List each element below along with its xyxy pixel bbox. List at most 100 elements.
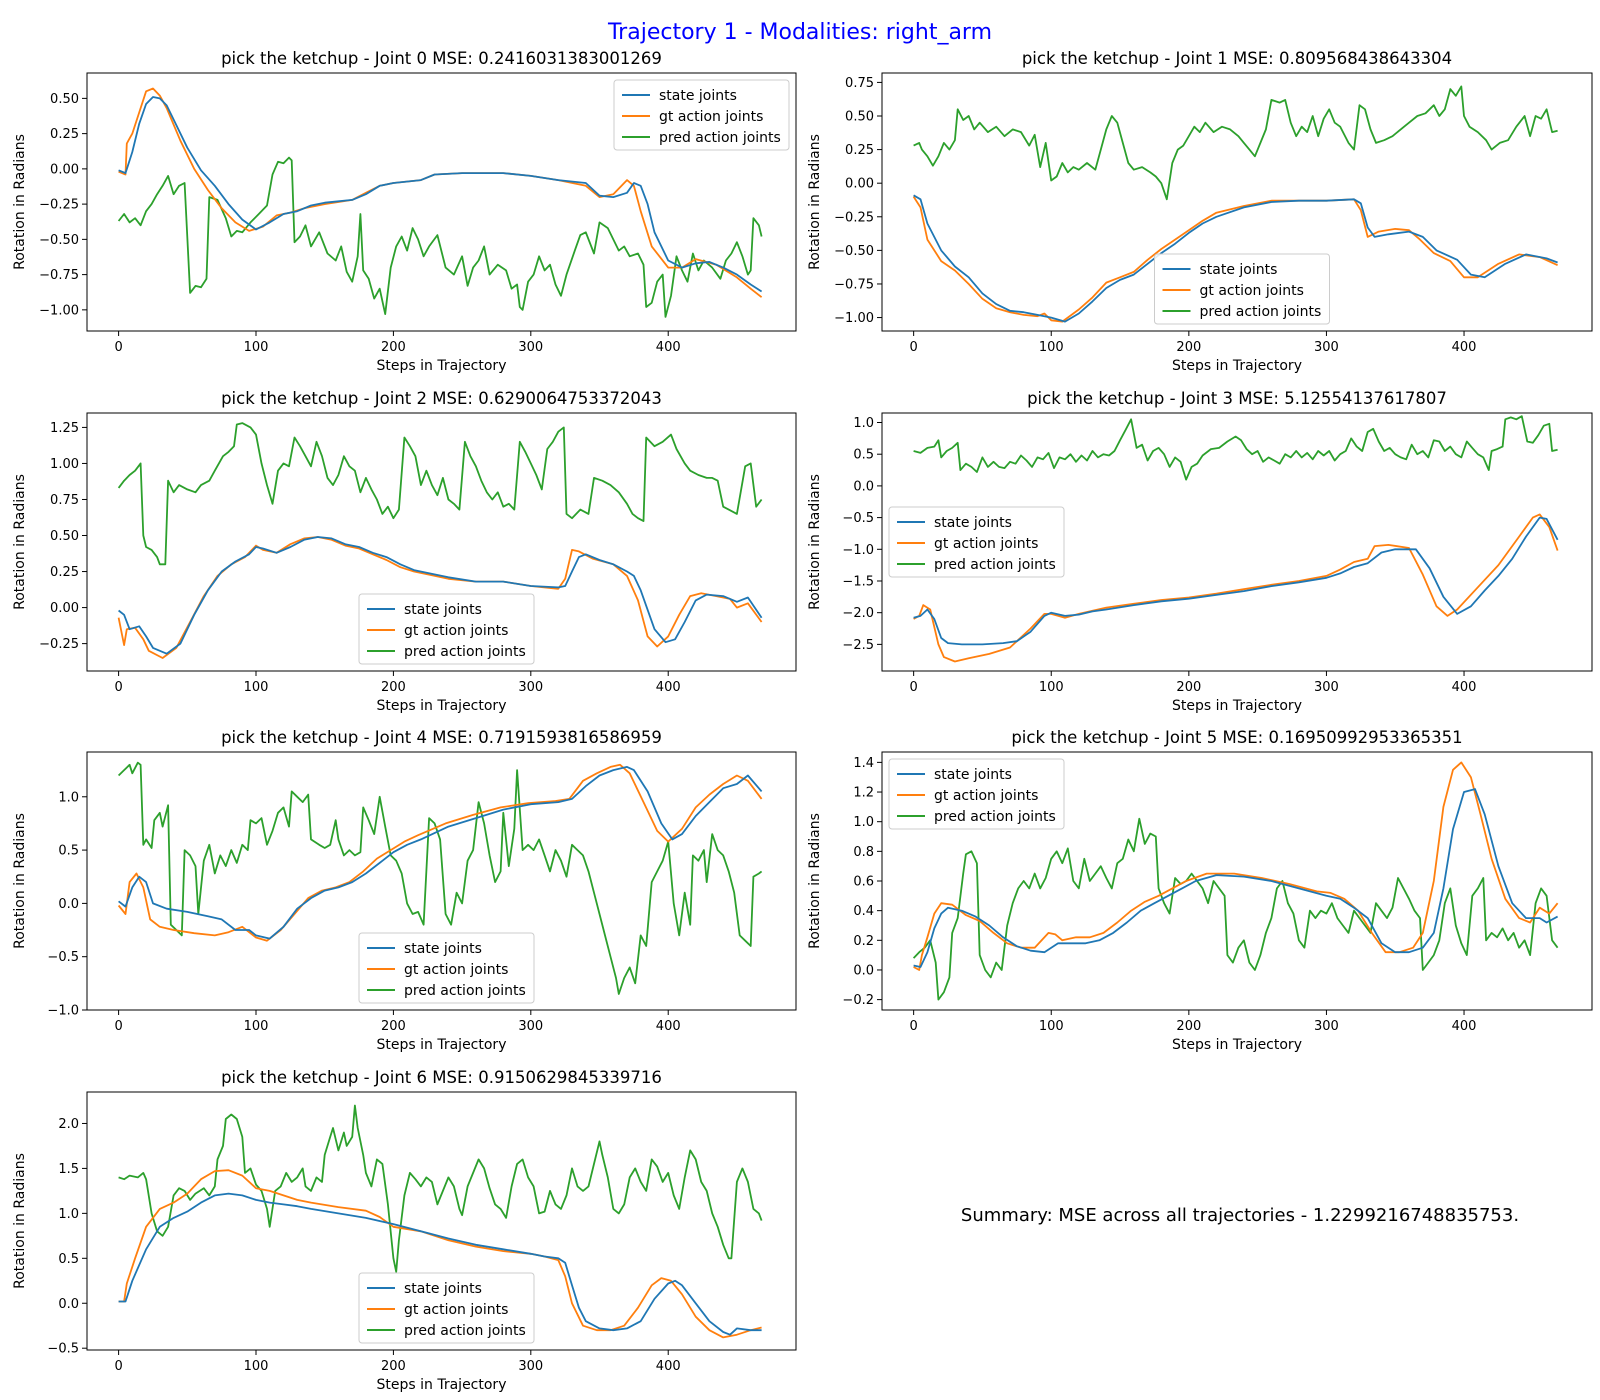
y-tick-label: 1.0 [853,416,874,431]
y-tick-label: −1.00 [39,303,79,318]
y-tick-label: 1.5 [58,1162,79,1177]
x-tick-label: 0 [114,1359,122,1374]
legend-entry: pred action joints [1200,304,1322,320]
y-tick-label: −0.50 [39,233,79,248]
subplot-title: pick the ketchup - Joint 1 MSE: 0.809568… [1022,49,1452,68]
y-tick-label: 0.0 [58,897,79,912]
series-line-pred-action-joints [118,1104,763,1273]
subplot-joint-5: pick the ketchup - Joint 5 MSE: 0.169509… [807,728,1593,1053]
legend-entry: gt action joints [404,1302,508,1318]
x-tick-label: 400 [1452,340,1477,355]
subplot-joint-3: pick the ketchup - Joint 3 MSE: 5.125541… [807,389,1593,714]
x-tick-label: 400 [656,680,681,695]
x-tick-label: 200 [381,680,406,695]
y-tick-label: −0.25 [39,637,79,652]
x-tick-label: 200 [1176,340,1201,355]
x-axis-label: Steps in Trajectory [1172,1037,1302,1053]
legend: state joints gt action joints pred action … [888,758,1065,830]
subplot-joint-1: pick the ketchup - Joint 1 MSE: 0.809568… [807,49,1593,374]
x-tick-label: 200 [1176,1019,1201,1034]
legend-box [358,932,535,1004]
legend-entry: state joints [404,1281,482,1297]
y-axis-label: Rotation in Radians [807,813,823,949]
series-line-gt-action-joints [913,761,1559,971]
legend-box [888,758,1065,830]
x-tick-label: 0 [114,340,122,355]
x-axis-label: Steps in Trajectory [377,698,507,714]
plot-frame [881,72,1593,332]
subplot-title: pick the ketchup - Joint 0 MSE: 0.241603… [221,49,662,68]
y-tick-label: 0.0 [853,963,874,978]
subplot-joint-0: pick the ketchup - Joint 0 MSE: 0.241603… [12,49,797,374]
y-tick-label: 0.50 [50,92,79,107]
y-tick-label: 1.25 [50,421,79,436]
series-line-pred-action-joints [913,85,1558,201]
subplot-joint-6: pick the ketchup - Joint 6 MSE: 0.915062… [12,1068,797,1393]
legend-entry: pred action joints [404,983,526,999]
legend-box [888,506,1065,578]
series-group [117,422,763,659]
y-tick-label: 1.00 [50,457,79,472]
y-axis-label: Rotation in Radians [12,1153,28,1289]
subplot-title: pick the ketchup - Joint 6 MSE: 0.915062… [221,1068,662,1087]
x-tick-label: 300 [1314,1019,1339,1034]
subplot-title: pick the ketchup - Joint 5 MSE: 0.169509… [1011,728,1462,747]
x-tick-label: 0 [910,1019,918,1034]
y-tick-label: −1.5 [842,574,874,589]
x-tick-label: 200 [1176,680,1201,695]
series-line-pred-action-joints [913,415,1558,481]
x-tick-label: 100 [244,680,269,695]
y-tick-label: 0.0 [853,479,874,494]
x-axis-label: Steps in Trajectory [377,1377,507,1393]
y-tick-label: 1.0 [58,1207,79,1222]
x-tick-label: 400 [656,1359,681,1374]
y-tick-label: −0.25 [39,198,79,213]
legend-entry: gt action joints [934,536,1038,552]
legend-entry: gt action joints [659,109,763,125]
y-tick-label: −2.0 [842,606,874,621]
x-tick-label: 100 [1039,1019,1064,1034]
y-tick-label: −0.2 [842,993,874,1008]
y-tick-label: 0.4 [853,904,874,919]
y-tick-label: −0.5 [842,511,874,526]
x-tick-label: 200 [381,340,406,355]
legend-entry: state joints [404,941,482,957]
series-line-state-joints [913,788,1559,968]
x-tick-label: 300 [518,340,543,355]
y-tick-label: 0.25 [845,143,874,158]
x-tick-label: 100 [1039,680,1064,695]
series-line-state-joints [913,194,1558,323]
subplot-joint-4: pick the ketchup - Joint 4 MSE: 0.719159… [12,728,797,1053]
y-tick-label: 1.4 [853,756,874,771]
series-line-state-joints [118,536,763,655]
legend-box [358,593,535,665]
plot-frame [881,412,1593,672]
subplot-title: pick the ketchup - Joint 4 MSE: 0.719159… [221,728,662,747]
legend-entry: pred action joints [934,809,1056,825]
subplot-title: pick the ketchup - Joint 3 MSE: 5.125541… [1027,389,1447,408]
x-tick-label: 400 [1452,680,1477,695]
y-tick-label: −0.75 [39,268,79,283]
y-tick-label: 0.5 [58,844,79,859]
y-tick-label: −0.25 [834,210,874,225]
x-tick-label: 0 [114,680,122,695]
x-tick-label: 300 [518,1359,543,1374]
y-tick-label: 0.25 [50,127,79,142]
series-line-state-joints [118,96,763,293]
y-axis-label: Rotation in Radians [12,813,28,949]
legend: state joints gt action joints pred action … [613,79,790,151]
x-tick-label: 300 [518,1019,543,1034]
series-line-pred-action-joints [117,422,763,566]
figure-title: Trajectory 1 - Modalities: right_arm [607,20,993,45]
y-tick-label: −0.5 [47,1342,79,1357]
y-tick-label: 0.25 [50,565,79,580]
legend-entry: state joints [659,88,737,104]
legend-entry: state joints [404,602,482,618]
x-tick-label: 400 [1452,1019,1477,1034]
y-tick-label: −0.75 [834,277,874,292]
x-tick-label: 300 [1314,340,1339,355]
x-tick-label: 200 [381,1019,406,1034]
y-tick-label: 0.5 [58,1252,79,1267]
y-tick-label: 0.75 [845,76,874,91]
y-tick-label: 1.0 [853,815,874,830]
